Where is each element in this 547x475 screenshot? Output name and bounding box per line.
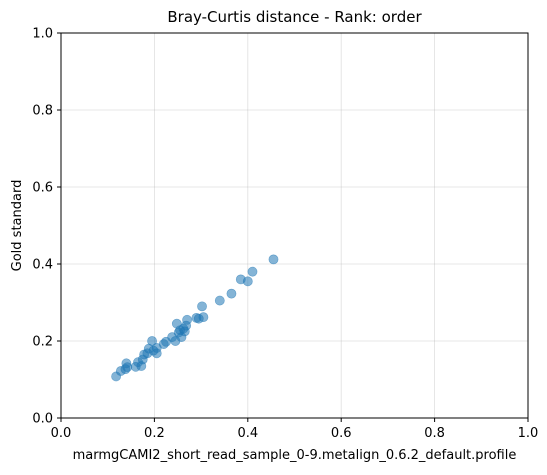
y-axis-label: Gold standard <box>10 180 25 272</box>
y-tick-label: 1.0 <box>32 27 53 42</box>
y-tick-label: 0.0 <box>32 412 53 427</box>
chart-title: Bray-Curtis distance - Rank: order <box>167 8 422 26</box>
data-point <box>122 362 133 373</box>
data-point <box>242 276 253 287</box>
x-tick-label: 0.6 <box>331 426 352 441</box>
tick-layer: 0.0 0.2 0.4 0.6 0.8 1.0 0.0 0.2 0.4 0.6 0.8 1.0 <box>32 27 538 442</box>
grid-layer <box>60 32 529 419</box>
data-point <box>197 301 207 312</box>
points-layer <box>111 254 279 382</box>
plot-frame <box>60 32 529 419</box>
x-axis-label: marmgCAMI2_short_read_sample_0-9.metalig… <box>73 448 517 463</box>
data-point <box>147 336 157 346</box>
y-tick-label: 0.4 <box>32 258 53 273</box>
data-point <box>247 266 258 277</box>
data-point <box>268 254 279 265</box>
data-point <box>182 314 192 325</box>
x-tick-label: 0.4 <box>237 426 258 441</box>
x-tick-label: 0.8 <box>424 426 445 441</box>
y-tick-label: 0.2 <box>32 335 53 350</box>
x-tick-label: 0.0 <box>51 426 72 441</box>
data-point <box>214 295 225 306</box>
x-tick-label: 0.2 <box>144 426 165 441</box>
y-tick-label: 0.8 <box>32 104 53 119</box>
x-tick-label: 1.0 <box>518 426 539 441</box>
y-tick-label: 0.6 <box>32 181 53 196</box>
data-point <box>226 288 237 299</box>
data-point <box>198 312 209 323</box>
